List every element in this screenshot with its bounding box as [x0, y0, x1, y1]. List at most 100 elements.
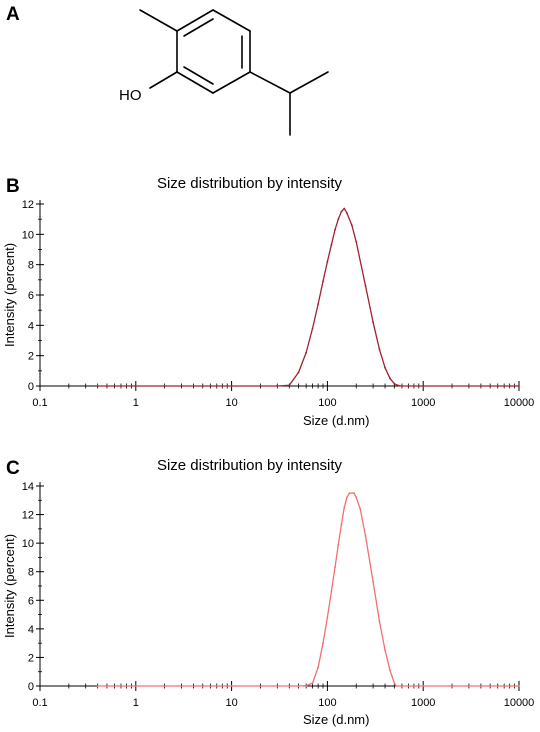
data-point [395, 685, 397, 687]
data-point [355, 241, 358, 243]
y-tick-label: 12 [22, 199, 34, 211]
x-tick-label: 100 [318, 397, 336, 409]
data-point [297, 371, 300, 374]
data-point [389, 669, 391, 672]
data-point [422, 685, 425, 687]
size-distribution-chart-b: Size distribution by intensity 0 2 4 6 8 10 12 I… [2, 175, 535, 428]
data-point [334, 228, 336, 231]
data-point [311, 682, 314, 685]
data-point [337, 543, 340, 546]
y-tick-label: 6 [28, 595, 34, 607]
double-bond [183, 18, 214, 37]
panel-letter-c: C [6, 458, 20, 479]
data-point [389, 377, 391, 380]
data-point [353, 492, 356, 495]
data-point [343, 207, 346, 210]
x-tick-label: 0.1 [32, 697, 47, 709]
data-point [378, 620, 381, 623]
data-point [317, 666, 320, 669]
data-point [326, 260, 329, 263]
data-point [288, 384, 291, 387]
data-point [230, 685, 233, 687]
data-point [337, 218, 340, 221]
isopropyl-bond [249, 71, 291, 94]
data-point [311, 327, 314, 330]
y-tick-label: 0 [28, 381, 34, 393]
data-point [346, 496, 348, 499]
y-tick-label: 6 [28, 290, 34, 302]
y-tick-label: 12 [22, 510, 34, 522]
chart-title: Size distribution by intensity [157, 175, 343, 192]
panel-c: C Size distribution by intensity 0 2 4 6 8 10 1… [0, 452, 540, 727]
x-tick-label: 0.1 [32, 397, 47, 409]
data-point [348, 492, 351, 495]
data-point [322, 642, 324, 645]
x-tick-label: 10000 [504, 697, 535, 709]
y-tick-label: 2 [28, 351, 34, 363]
x-axis-label: Size (d.nm) [303, 712, 369, 727]
data-point [359, 507, 362, 510]
y-tick-label: 4 [28, 320, 34, 332]
series-line [97, 207, 519, 387]
data-point [297, 685, 300, 687]
data-point [330, 244, 333, 246]
data-point [401, 385, 403, 387]
methyl-bond [139, 9, 178, 32]
double-bond [183, 66, 214, 85]
y-axis-label: Intensity (percent) [2, 243, 17, 347]
isopropyl-bond [289, 71, 329, 94]
data-point [393, 382, 396, 385]
x-tick-label: 10000 [504, 397, 535, 409]
data-point [330, 590, 333, 593]
y-tick-label: 0 [28, 681, 34, 693]
data-point [305, 684, 308, 687]
data-point [372, 321, 375, 324]
data-point [343, 506, 346, 509]
data-point [384, 649, 386, 652]
x-tick-label: 10 [225, 397, 237, 409]
y-tick-label: 8 [28, 260, 34, 272]
x-tick-label: 1000 [411, 697, 435, 709]
data-point [364, 535, 367, 537]
data-point [384, 366, 386, 369]
x-tick-label: 1000 [411, 397, 435, 409]
series-line [97, 492, 519, 687]
data-point [355, 496, 358, 499]
data-point [340, 210, 343, 213]
data-point [340, 523, 343, 526]
y-tick-label: 4 [28, 624, 34, 636]
y-tick-label: 10 [22, 538, 34, 550]
hydroxyl-label: HO [119, 87, 142, 104]
data-point [326, 616, 329, 619]
data-point [422, 385, 425, 387]
data-point [96, 685, 99, 687]
chemical-structure: HO [119, 9, 329, 136]
panel-a: A HO [0, 0, 540, 170]
y-tick-label: 10 [22, 229, 34, 241]
data-point [230, 385, 233, 387]
data-point [317, 303, 320, 305]
data-point [397, 384, 400, 387]
data-point [364, 285, 367, 287]
y-tick-label: 2 [28, 652, 34, 664]
ring-bond [176, 9, 214, 32]
data-point [346, 212, 348, 214]
x-tick-label: 1 [133, 397, 139, 409]
data-point [305, 351, 308, 354]
data-point [322, 280, 324, 283]
panel-letter-b: B [6, 176, 20, 197]
data-point [334, 566, 336, 569]
hydroxyl-bond [149, 71, 178, 89]
chart-title: Size distribution by intensity [157, 457, 343, 474]
ring-bond [212, 71, 251, 94]
size-distribution-chart-c: Size distribution by intensity 0 2 4 6 8 10 12 1… [2, 457, 535, 727]
ring-bond [176, 71, 214, 94]
x-tick-label: 1 [133, 697, 139, 709]
ring-bond [212, 9, 251, 32]
panel-letter-a: A [6, 4, 20, 25]
data-point [518, 685, 520, 687]
data-point [96, 385, 99, 387]
x-axis-label: Size (d.nm) [303, 413, 369, 428]
data-point [276, 385, 279, 387]
y-axis-label: Intensity (percent) [2, 534, 17, 638]
